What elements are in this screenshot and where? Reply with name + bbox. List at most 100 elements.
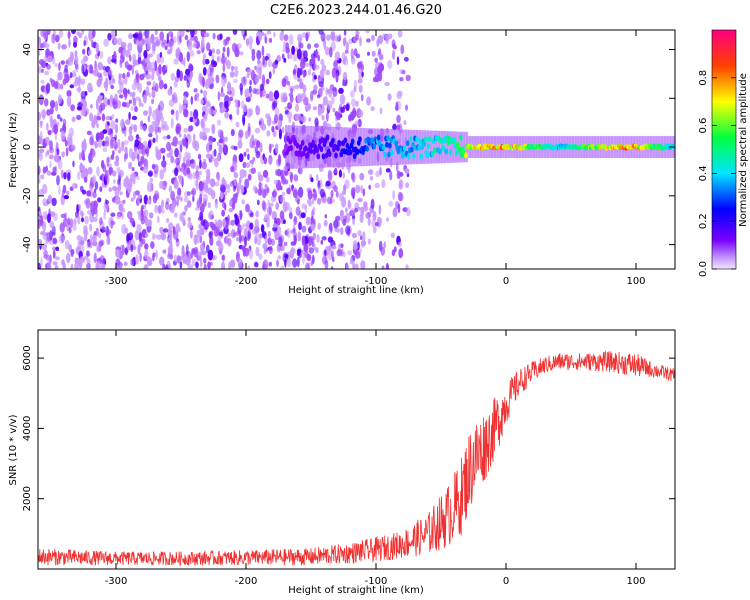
noise-blob xyxy=(95,262,100,269)
noise-blob xyxy=(208,231,213,239)
signal-mark xyxy=(331,137,335,144)
noise-blob xyxy=(176,198,179,207)
noise-blob xyxy=(227,214,230,223)
noise-blob xyxy=(334,35,340,42)
noise-blob xyxy=(267,230,271,238)
noise-blob xyxy=(247,173,252,181)
spectrogram-x-ticks: -300 -200 -100 0 100 xyxy=(105,30,646,287)
noise-blob xyxy=(64,139,68,147)
spectrogram-frame xyxy=(37,29,676,270)
noise-blob xyxy=(258,253,263,260)
noise-blob xyxy=(339,227,344,235)
signal-halo xyxy=(423,130,426,164)
noise-blob xyxy=(128,33,133,40)
noise-blob xyxy=(173,158,179,164)
signal-mark xyxy=(433,147,437,154)
noise-blob xyxy=(96,72,103,78)
noise-blob xyxy=(51,197,57,207)
signal-mark xyxy=(324,152,329,159)
noise-blob xyxy=(331,198,335,204)
noise-blob xyxy=(118,94,124,99)
signal-mark xyxy=(365,145,370,152)
noise-blob xyxy=(236,182,242,190)
noise-blob xyxy=(312,106,317,111)
noise-blob xyxy=(202,67,207,76)
noise-blob xyxy=(245,130,249,140)
noise-blob xyxy=(292,258,298,268)
noise-blob xyxy=(52,246,57,251)
noise-blob xyxy=(273,90,280,100)
noise-blob xyxy=(134,139,139,148)
noise-blob xyxy=(293,215,298,226)
noise-blob xyxy=(292,189,298,199)
noise-blob xyxy=(115,118,119,123)
noise-blob xyxy=(396,124,401,131)
noise-blob xyxy=(154,30,158,36)
noise-blob xyxy=(336,249,343,257)
noise-blob xyxy=(331,244,337,250)
noise-blob xyxy=(313,84,318,91)
noise-blob xyxy=(87,82,93,93)
noise-blob xyxy=(135,72,140,84)
noise-blob xyxy=(177,140,183,145)
noise-blob xyxy=(140,155,145,165)
noise-blob xyxy=(178,132,182,138)
noise-blob xyxy=(79,256,85,263)
noise-blob xyxy=(190,190,195,195)
noise-blob xyxy=(146,81,152,86)
snr-panel: -300 -200 -100 0 100 2000 4000 6000 Height of … xyxy=(8,329,676,596)
noise-blob xyxy=(271,190,277,198)
noise-blob xyxy=(157,39,161,46)
noise-blob xyxy=(86,130,92,136)
noise-blob xyxy=(218,144,223,155)
noise-blob xyxy=(362,188,366,197)
noise-blob xyxy=(234,213,238,219)
noise-blob xyxy=(351,172,355,181)
noise-blob xyxy=(241,76,246,84)
noise-blob xyxy=(178,103,183,115)
noise-blob xyxy=(65,147,69,157)
noise-blob xyxy=(345,103,350,112)
noise-blob xyxy=(398,172,404,177)
noise-blob xyxy=(289,212,293,220)
noise-blob xyxy=(334,51,341,61)
noise-blob xyxy=(127,42,133,52)
noise-blob xyxy=(132,97,137,107)
noise-blob xyxy=(110,85,114,89)
noise-blob xyxy=(123,261,128,267)
noise-blob xyxy=(64,64,68,73)
noise-blob xyxy=(162,228,169,233)
noise-blob xyxy=(249,212,254,218)
signal-halo xyxy=(450,131,453,163)
signal-mark xyxy=(459,134,463,141)
noise-blob xyxy=(82,99,87,110)
noise-blob xyxy=(196,200,201,209)
noise-blob xyxy=(247,122,251,133)
noise-blob xyxy=(102,164,107,172)
noise-blob xyxy=(217,174,221,183)
noise-blob xyxy=(303,50,308,59)
noise-blob xyxy=(103,81,109,89)
noise-blob xyxy=(128,148,133,159)
noise-blob xyxy=(54,100,59,112)
noise-blob xyxy=(42,234,48,240)
noise-blob xyxy=(360,235,363,241)
noise-blob xyxy=(46,232,51,242)
noise-blob xyxy=(214,182,220,187)
noise-blob xyxy=(53,123,58,135)
noise-blob xyxy=(359,248,362,254)
noise-blob xyxy=(45,48,50,58)
x-tick-label: -200 xyxy=(235,576,258,587)
noise-blob xyxy=(186,51,190,62)
noise-blob xyxy=(224,101,229,109)
noise-blob xyxy=(76,105,82,111)
noise-blob xyxy=(186,244,189,255)
noise-blob xyxy=(140,218,145,225)
signal-mark xyxy=(418,138,423,145)
noise-blob xyxy=(295,113,299,121)
noise-blob xyxy=(129,217,135,224)
noise-blob xyxy=(330,189,334,199)
noise-blob xyxy=(131,64,134,76)
signal-mark xyxy=(405,140,410,147)
noise-blob xyxy=(310,259,314,267)
